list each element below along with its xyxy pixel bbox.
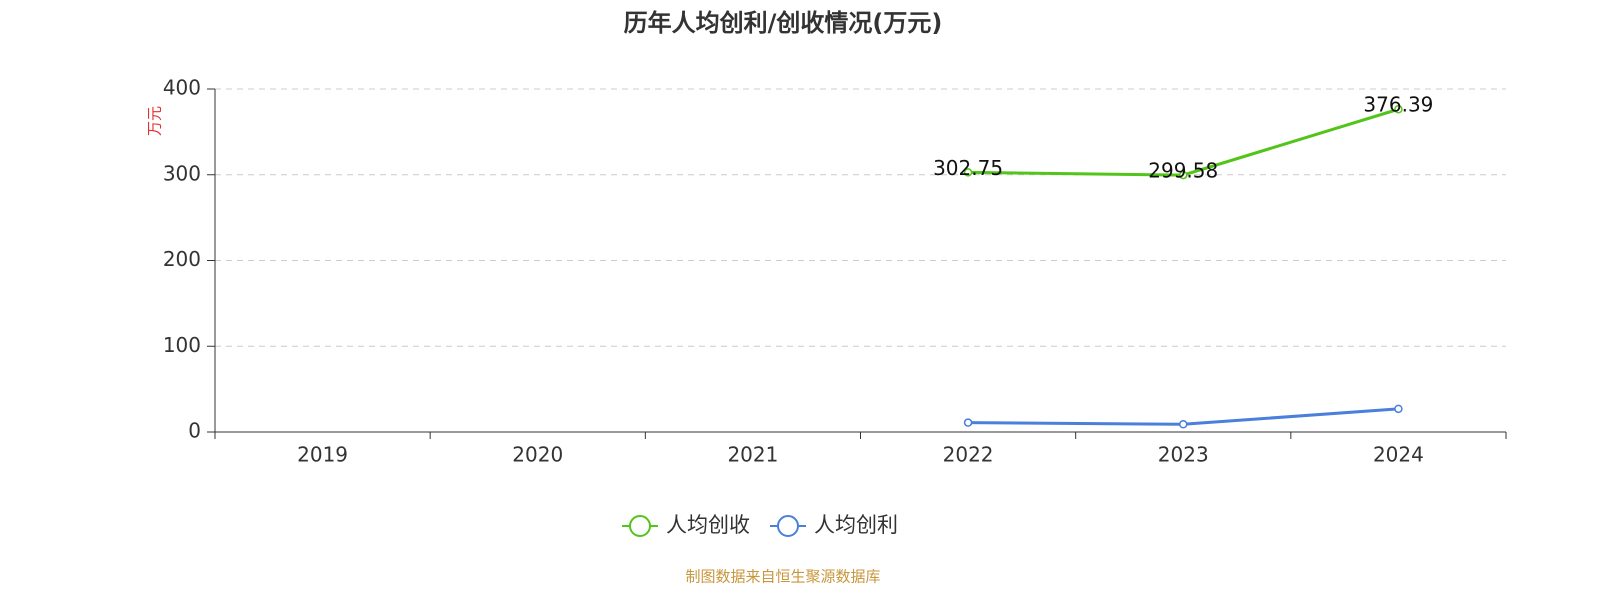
- point: [963, 168, 973, 177]
- y-axis-label: 万元: [146, 106, 164, 136]
- x-tick-label: 2024: [1373, 443, 1424, 467]
- x-tick-label: 2021: [727, 443, 778, 467]
- data-label: 302.75: [933, 156, 1003, 180]
- y-tick-label: 200: [163, 247, 201, 271]
- legend-label: 人均创利: [814, 513, 898, 537]
- x-tick-label: 2020: [512, 443, 563, 467]
- point: [1394, 404, 1403, 414]
- y-tick-label: 0: [188, 419, 201, 443]
- legend-marker: [777, 515, 799, 537]
- data-label: 299.58: [1148, 159, 1218, 183]
- legend-label: 人均创收: [666, 513, 750, 537]
- point: [963, 418, 973, 427]
- legend-marker: [629, 515, 651, 537]
- chart-title: 历年人均创利/创收情况(万元): [624, 9, 943, 37]
- y-tick-label: 100: [163, 333, 201, 357]
- point: [1394, 104, 1403, 114]
- source-note: 制图数据来自恒生聚源数据库: [685, 568, 880, 586]
- y-tick-label: 300: [163, 161, 201, 185]
- y-tick-label: 400: [163, 76, 201, 100]
- x-tick-label: 2023: [1158, 443, 1209, 467]
- x-tick-label: 2019: [297, 443, 348, 467]
- point: [1179, 170, 1188, 180]
- point: [1179, 420, 1188, 429]
- data-label: 376.39: [1363, 93, 1433, 117]
- x-tick-label: 2022: [943, 443, 994, 467]
